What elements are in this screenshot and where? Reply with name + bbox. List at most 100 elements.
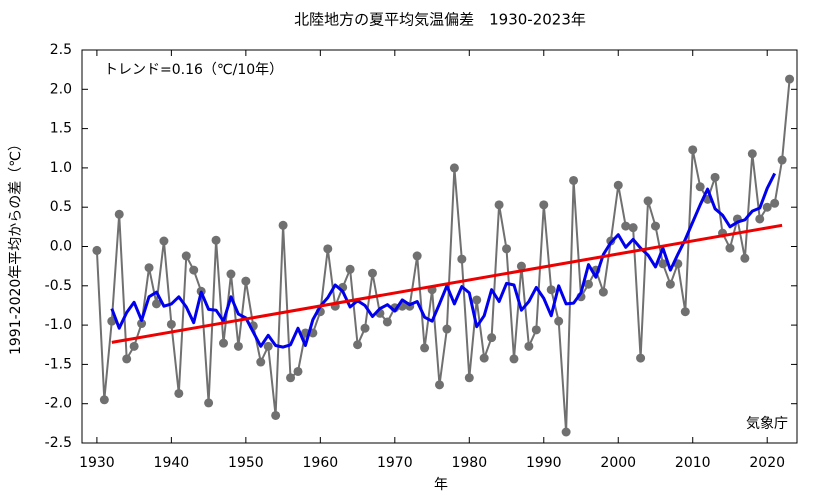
data-point bbox=[598, 287, 608, 297]
data-point bbox=[464, 373, 474, 383]
annotation: トレンド=0.16（℃/10年） bbox=[104, 62, 283, 78]
data-point bbox=[643, 196, 653, 206]
y-tick-label: 2.0 bbox=[50, 81, 72, 97]
x-tick-label: 1950 bbox=[228, 455, 264, 471]
data-point bbox=[613, 180, 623, 190]
x-tick-label: 1970 bbox=[377, 455, 413, 471]
y-tick-label: -2.0 bbox=[45, 396, 72, 412]
data-point bbox=[293, 366, 303, 376]
data-point bbox=[546, 285, 556, 295]
data-point bbox=[710, 172, 720, 182]
data-point bbox=[531, 325, 541, 335]
data-point bbox=[680, 307, 690, 317]
data-point bbox=[650, 221, 660, 231]
data-point bbox=[755, 214, 765, 224]
y-tick-label: -1.0 bbox=[45, 317, 72, 333]
y-tick-label: -1.5 bbox=[45, 356, 72, 372]
x-tick-label: 2020 bbox=[749, 455, 785, 471]
y-tick-label: 1.5 bbox=[50, 121, 72, 137]
x-tick-label: 2010 bbox=[675, 455, 711, 471]
data-point bbox=[151, 299, 161, 309]
data-point bbox=[226, 269, 236, 279]
x-tick-label: 1980 bbox=[451, 455, 487, 471]
data-point bbox=[129, 341, 139, 351]
data-point bbox=[122, 354, 132, 364]
data-point bbox=[345, 264, 355, 274]
data-point bbox=[583, 279, 593, 289]
data-point bbox=[636, 353, 646, 363]
data-point bbox=[457, 254, 467, 264]
data-point bbox=[621, 221, 631, 231]
x-tick-label: 1960 bbox=[303, 455, 339, 471]
y-tick-label: -2.5 bbox=[45, 435, 72, 451]
series-line bbox=[95, 79, 791, 433]
y-tick-label: 0.5 bbox=[50, 199, 72, 215]
data-point bbox=[762, 202, 772, 212]
data-point bbox=[747, 149, 757, 159]
data-point bbox=[665, 279, 675, 289]
data-point bbox=[263, 341, 273, 351]
data-point bbox=[628, 223, 638, 233]
x-tick-label: 2000 bbox=[600, 455, 636, 471]
data-point bbox=[159, 236, 169, 246]
source: 気象庁 bbox=[746, 416, 788, 432]
data-point bbox=[323, 244, 333, 254]
data-point bbox=[189, 265, 199, 275]
data-point bbox=[99, 395, 109, 405]
data-point bbox=[219, 338, 229, 348]
data-point bbox=[211, 235, 221, 245]
data-point bbox=[740, 253, 750, 263]
series-line bbox=[110, 172, 777, 349]
data-point bbox=[569, 175, 579, 185]
data-point bbox=[137, 319, 147, 329]
y-tick-label: 1.0 bbox=[50, 160, 72, 176]
data-point bbox=[435, 380, 444, 390]
data-point bbox=[539, 200, 549, 210]
y-tick-label: 2.5 bbox=[50, 42, 72, 58]
x-tick-label: 1940 bbox=[154, 455, 190, 471]
chart-title: 北陸地方の夏平均気温偏差 1930-2023年 bbox=[294, 11, 586, 29]
data-point bbox=[442, 324, 452, 334]
y-tick-label: -0.5 bbox=[45, 278, 72, 294]
data-point bbox=[204, 398, 214, 408]
data-point bbox=[494, 200, 504, 210]
data-point bbox=[114, 209, 124, 219]
data-point bbox=[271, 410, 281, 420]
data-point bbox=[412, 251, 422, 261]
data-point bbox=[472, 295, 482, 305]
data-point bbox=[509, 354, 519, 364]
data-point bbox=[725, 243, 735, 253]
data-point bbox=[524, 341, 534, 351]
data-point bbox=[777, 155, 787, 165]
data-point bbox=[449, 163, 459, 173]
data-point bbox=[144, 263, 154, 273]
data-point bbox=[516, 261, 526, 271]
data-point bbox=[278, 220, 288, 230]
x-tick-label: 1990 bbox=[526, 455, 562, 471]
data-point bbox=[233, 341, 243, 351]
data-point bbox=[92, 245, 102, 255]
data-point bbox=[502, 244, 512, 254]
data-point bbox=[286, 373, 296, 383]
y-tick-label: 0.0 bbox=[50, 239, 72, 255]
y-axis-label: 1991-2020年平均からの差（℃） bbox=[8, 137, 24, 355]
data-point bbox=[561, 427, 571, 437]
series-line bbox=[111, 223, 783, 344]
x-tick-label: 1930 bbox=[79, 455, 115, 471]
data-point bbox=[241, 276, 251, 286]
data-point bbox=[420, 343, 430, 353]
data-point bbox=[360, 323, 370, 333]
data-point bbox=[688, 145, 698, 155]
data-point bbox=[785, 74, 795, 84]
data-point bbox=[181, 251, 191, 261]
data-point bbox=[382, 317, 392, 327]
data-point bbox=[695, 182, 705, 192]
data-point bbox=[367, 268, 377, 278]
data-point bbox=[256, 357, 266, 367]
data-point bbox=[166, 319, 176, 329]
data-point bbox=[770, 198, 780, 208]
data-point bbox=[554, 316, 564, 326]
data-point bbox=[174, 388, 184, 398]
